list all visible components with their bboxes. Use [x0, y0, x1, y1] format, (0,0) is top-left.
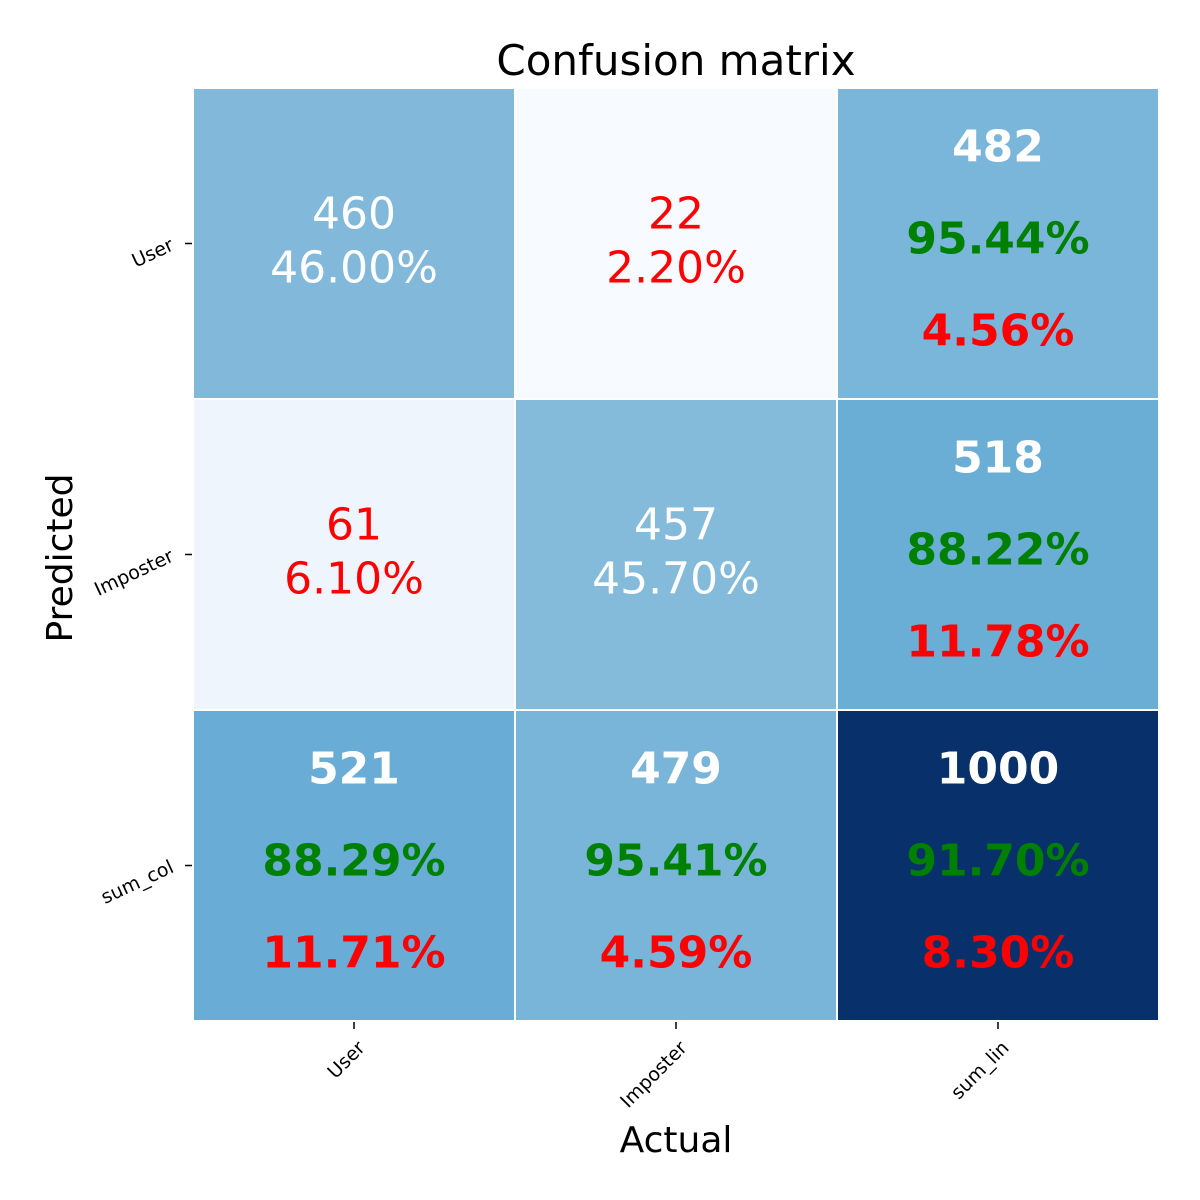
cell-rect — [192, 398, 516, 711]
summary-correct-rate: 88.29% — [262, 836, 445, 887]
cell-count: 460 — [312, 189, 396, 240]
x-tick-label: Imposter — [616, 1037, 692, 1113]
cell-count: 22 — [648, 189, 704, 240]
y-tick-label: sum_col — [98, 856, 177, 909]
heatmap-cell: 616.10% — [192, 398, 516, 711]
y-tick-label: Imposter — [91, 545, 177, 601]
summary-count: 479 — [630, 744, 722, 795]
heatmap-cell: 1000 91.70% 8.30% — [836, 709, 1160, 1022]
cell-percent: 46.00% — [270, 243, 438, 294]
summary-count: 521 — [308, 744, 400, 795]
cell-count: 61 — [326, 500, 382, 551]
summary-count: 482 — [952, 122, 1044, 173]
cell-rect — [836, 709, 1160, 1022]
cell-rect — [192, 709, 516, 1022]
cell-rect — [514, 709, 838, 1022]
cell-rect — [836, 398, 1160, 711]
heatmap-cell: 518 88.22% 11.78% — [836, 398, 1160, 711]
cell-percent: 6.10% — [284, 554, 424, 605]
summary-error-rate: 4.59% — [600, 928, 753, 979]
heatmap-cell: 521 88.29% 11.71% — [192, 709, 516, 1022]
heatmap-cell: 482 95.44% 4.56% — [836, 87, 1160, 400]
y-tick-label: User — [129, 234, 178, 272]
cell-rect — [192, 87, 516, 400]
heatmap-cell: 222.20% — [514, 87, 838, 400]
x-axis-title: Actual — [620, 1120, 733, 1161]
cell-percent: 45.70% — [592, 554, 760, 605]
summary-count: 518 — [952, 433, 1044, 484]
summary-error-rate: 8.30% — [922, 928, 1075, 979]
summary-correct-rate: 91.70% — [906, 836, 1089, 887]
chart-title: Confusion matrix — [496, 36, 855, 85]
summary-correct-rate: 95.44% — [906, 214, 1089, 265]
summary-error-rate: 11.78% — [906, 617, 1089, 668]
x-tick-label: sum_lin — [947, 1037, 1014, 1104]
summary-correct-rate: 95.41% — [584, 836, 767, 887]
summary-correct-rate: 88.22% — [906, 525, 1089, 576]
summary-error-rate: 4.56% — [922, 306, 1075, 357]
x-tick-label: User — [323, 1037, 369, 1083]
cell-rect — [836, 87, 1160, 400]
y-axis-title: Predicted — [40, 474, 81, 643]
cell-percent: 2.20% — [606, 243, 746, 294]
cell-count: 457 — [634, 500, 718, 551]
heatmap-cell: 479 95.41% 4.59% — [514, 709, 838, 1022]
cell-rect — [514, 398, 838, 711]
summary-count: 1000 — [937, 744, 1059, 795]
summary-error-rate: 11.71% — [262, 928, 445, 979]
cell-rect — [514, 87, 838, 400]
heatmap-cells: 46046.00%222.20%48295.44%4.56%616.10%457… — [192, 87, 1160, 1022]
